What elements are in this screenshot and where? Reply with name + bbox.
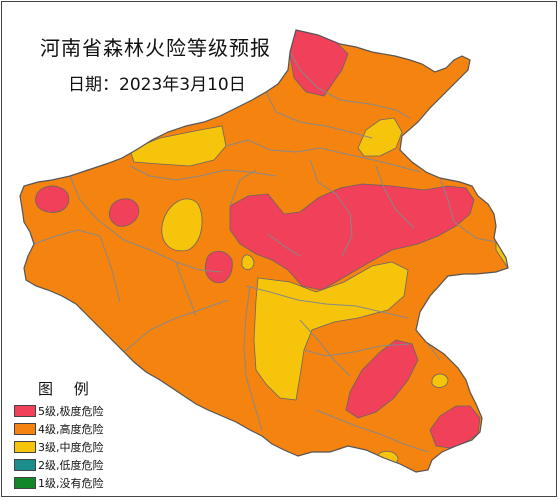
legend-swatch — [14, 441, 36, 453]
legend-label: 4级,高度危险 — [38, 423, 104, 436]
zone-level3-central — [253, 261, 409, 401]
zone-level3-small-dot — [241, 254, 255, 270]
legend-swatch — [14, 423, 36, 435]
zone-level3-north-strip — [129, 125, 227, 167]
zone-level3-east-edge — [495, 211, 508, 269]
zone-level3-southeast-dot — [431, 373, 449, 388]
county-boundaries — [33, 51, 497, 453]
legend: 5级,极度危险 4级,高度危险 3级,中度危险 2级,低度危险 1级,没有危险 — [14, 402, 104, 492]
legend-level-5: 5级,极度危险 — [14, 402, 104, 420]
legend-label: 3级,中度危险 — [38, 441, 104, 454]
zone-level3-northeast — [357, 117, 403, 157]
legend-level-1: 1级,没有危险 — [14, 474, 104, 492]
zone-level5-southeast — [345, 339, 419, 419]
legend-swatch — [14, 477, 36, 489]
legend-title: 图 例 — [38, 380, 97, 398]
zone-level5-west-oval — [108, 198, 140, 227]
zone-level5-far-southeast — [429, 405, 481, 449]
legend-level-2: 2级,低度危险 — [14, 456, 104, 474]
zone-level5-west-small — [204, 250, 233, 284]
map-title: 河南省森林火险等级预报 — [40, 36, 271, 60]
zone-level3-west-blob — [161, 198, 203, 252]
zone-level5-far-west — [35, 185, 70, 213]
province-outline — [19, 29, 509, 473]
legend-label: 1级,没有危险 — [38, 477, 104, 490]
legend-swatch — [14, 459, 36, 471]
legend-swatch — [14, 405, 36, 417]
legend-label: 5级,极度危险 — [38, 405, 104, 418]
legend-level-4: 4级,高度危险 — [14, 420, 104, 438]
legend-label: 2级,低度危险 — [38, 459, 104, 472]
forecast-date: 日期：2023年3月10日 — [68, 75, 246, 95]
legend-level-3: 3级,中度危险 — [14, 438, 104, 456]
